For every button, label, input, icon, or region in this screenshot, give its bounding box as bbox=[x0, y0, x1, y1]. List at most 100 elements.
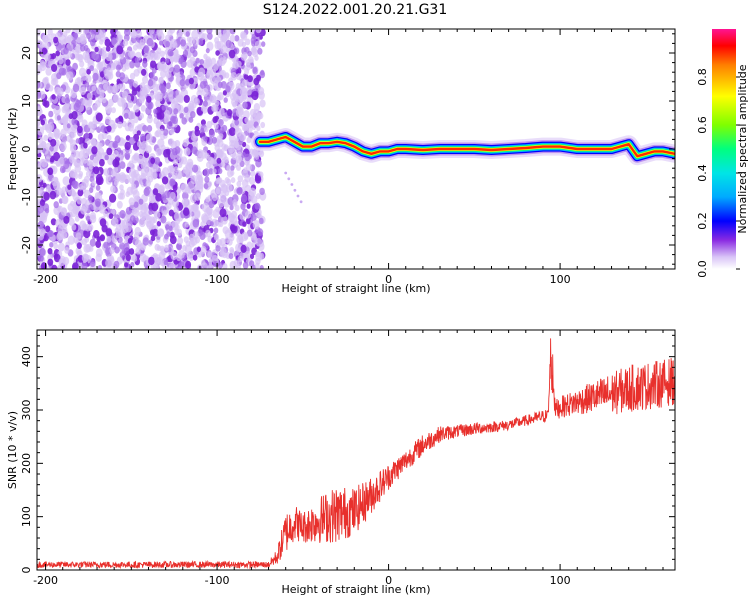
noise-dot bbox=[154, 157, 161, 165]
noise-dot bbox=[47, 29, 53, 36]
noise-dot bbox=[63, 215, 70, 224]
noise-dot bbox=[163, 149, 170, 158]
noise-dot bbox=[53, 36, 59, 44]
noise-dot bbox=[92, 72, 99, 81]
ridge-band-6 bbox=[258, 135, 675, 158]
noise-dot bbox=[104, 154, 109, 161]
noise-dot bbox=[218, 133, 224, 139]
noise-dot bbox=[44, 52, 51, 61]
noise-dot bbox=[51, 103, 56, 109]
noise-dot bbox=[72, 83, 80, 93]
noise-dot bbox=[134, 226, 141, 236]
noise-dot bbox=[55, 218, 63, 228]
noise-dot bbox=[53, 105, 61, 116]
noise-dot bbox=[198, 67, 206, 77]
noise-dot bbox=[209, 221, 214, 227]
noise-dot bbox=[212, 209, 220, 219]
noise-dot bbox=[236, 180, 242, 188]
noise-dot bbox=[64, 85, 71, 94]
noise-dot bbox=[188, 116, 194, 123]
noise-dot bbox=[45, 225, 51, 233]
noise-dot bbox=[253, 103, 261, 112]
noise-dot bbox=[201, 105, 206, 112]
noise-dot bbox=[55, 42, 63, 52]
noise-dot bbox=[74, 215, 80, 222]
noise-dot bbox=[69, 144, 77, 153]
noise-dot bbox=[225, 40, 232, 48]
snr-data bbox=[37, 338, 675, 570]
noise-dot bbox=[145, 179, 151, 187]
noise-dot bbox=[190, 174, 198, 185]
noise-dot bbox=[141, 68, 147, 76]
noise-dot bbox=[171, 172, 178, 180]
noise-dot bbox=[228, 49, 236, 59]
noise-dot bbox=[229, 247, 235, 254]
noise-dot bbox=[44, 76, 49, 83]
noise-dot bbox=[79, 67, 86, 77]
noise-dot bbox=[105, 228, 113, 237]
noise-dot bbox=[230, 210, 238, 219]
noise-dot bbox=[257, 47, 263, 55]
noise-dot bbox=[39, 199, 46, 207]
noise-dot bbox=[51, 176, 59, 187]
noise-dot bbox=[150, 171, 158, 180]
noise-dot bbox=[72, 262, 79, 269]
noise-dot bbox=[247, 50, 252, 57]
noise-dot bbox=[245, 217, 251, 225]
noise-dot bbox=[182, 139, 189, 148]
noise-dot bbox=[256, 125, 261, 132]
noise-dot bbox=[229, 34, 236, 43]
noise-dot bbox=[284, 171, 288, 175]
spectrogram-x-ticks: -200 -100 0 100 bbox=[33, 29, 664, 286]
noise-dot bbox=[65, 97, 70, 104]
noise-dot bbox=[164, 109, 170, 118]
noise-dot bbox=[212, 168, 217, 175]
noise-dot bbox=[88, 122, 94, 129]
noise-dot bbox=[155, 193, 162, 202]
noise-dot bbox=[103, 210, 109, 217]
noise-dot bbox=[182, 207, 190, 216]
noise-dot bbox=[206, 265, 212, 269]
noise-dot bbox=[104, 38, 111, 47]
noise-dot bbox=[165, 97, 170, 103]
x-tick-label: -200 bbox=[33, 574, 58, 587]
snr-frame bbox=[36, 329, 676, 571]
noise-dot bbox=[157, 94, 163, 102]
noise-dot bbox=[138, 95, 145, 104]
noise-dot bbox=[131, 30, 138, 39]
noise-dot bbox=[119, 192, 126, 200]
noise-dot bbox=[260, 121, 266, 129]
noise-dot bbox=[230, 92, 236, 101]
snr-y-label: SNR (10 * v/v) bbox=[6, 411, 19, 489]
noise-dot bbox=[79, 86, 87, 96]
noise-dot bbox=[76, 76, 82, 83]
noise-dot bbox=[61, 231, 68, 239]
noise-dot bbox=[49, 242, 54, 248]
noise-dot bbox=[254, 202, 261, 210]
noise-dot bbox=[244, 174, 251, 183]
noise-dot bbox=[225, 85, 231, 93]
noise-dot bbox=[233, 47, 240, 55]
x-tick-label: 100 bbox=[550, 273, 571, 286]
noise-dot bbox=[151, 202, 159, 212]
noise-dot bbox=[53, 201, 59, 209]
noise-dot bbox=[255, 237, 263, 247]
noise-dot bbox=[230, 224, 238, 234]
noise-dot bbox=[71, 124, 79, 133]
y-tick-label: 10 bbox=[20, 94, 33, 108]
noise-dot bbox=[83, 244, 91, 253]
noise-dot bbox=[74, 150, 80, 159]
noise-dot bbox=[168, 225, 173, 232]
noise-dot bbox=[132, 255, 138, 262]
noise-dot bbox=[185, 240, 191, 247]
noise-dot bbox=[138, 211, 144, 217]
noise-dot bbox=[159, 61, 167, 71]
noise-dot bbox=[197, 229, 203, 237]
noise-dot bbox=[85, 74, 92, 83]
noise-dot bbox=[191, 203, 198, 213]
noise-dot bbox=[189, 46, 196, 54]
noise-dot bbox=[214, 37, 220, 44]
noise-dot bbox=[167, 49, 173, 57]
noise-dot bbox=[37, 220, 44, 230]
noise-dot bbox=[62, 176, 70, 186]
